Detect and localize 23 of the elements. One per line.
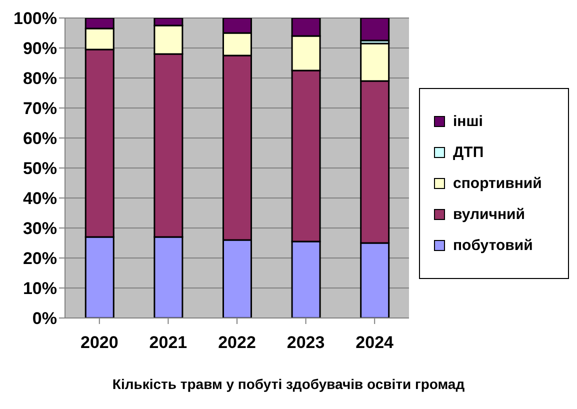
y-tick-label: 40% (22, 189, 57, 208)
y-tick-label: 50% (22, 159, 57, 178)
bar (360, 18, 390, 42)
legend-label: ДТП (453, 144, 484, 160)
legend-label: спортивний (453, 174, 542, 192)
y-tick-label: 20% (22, 249, 57, 268)
legend-label: побутовий (453, 236, 533, 254)
y-tick-label: 0% (32, 309, 57, 328)
x-tick-label: 2024 (356, 333, 394, 352)
y-tick-label: 100% (14, 9, 57, 28)
x-tick-label: 2023 (286, 333, 325, 352)
y-tick-label: 80% (22, 69, 57, 88)
legend-label: інші (453, 112, 483, 130)
legend-label: вуличний (453, 206, 525, 222)
x-axis-title: Кількість травм у побуті здобувачів освіти громад (111, 376, 466, 392)
y-tick-label: 30% (22, 219, 57, 238)
x-tick-label: 2022 (218, 333, 256, 352)
y-tick-label: 60% (22, 129, 57, 148)
x-tick-label: 2021 (149, 333, 188, 352)
x-tick-label: 2020 (80, 333, 118, 352)
y-tick-label: 90% (22, 39, 57, 58)
y-tick-label: 10% (22, 279, 57, 298)
y-tick-label: 70% (22, 99, 57, 118)
